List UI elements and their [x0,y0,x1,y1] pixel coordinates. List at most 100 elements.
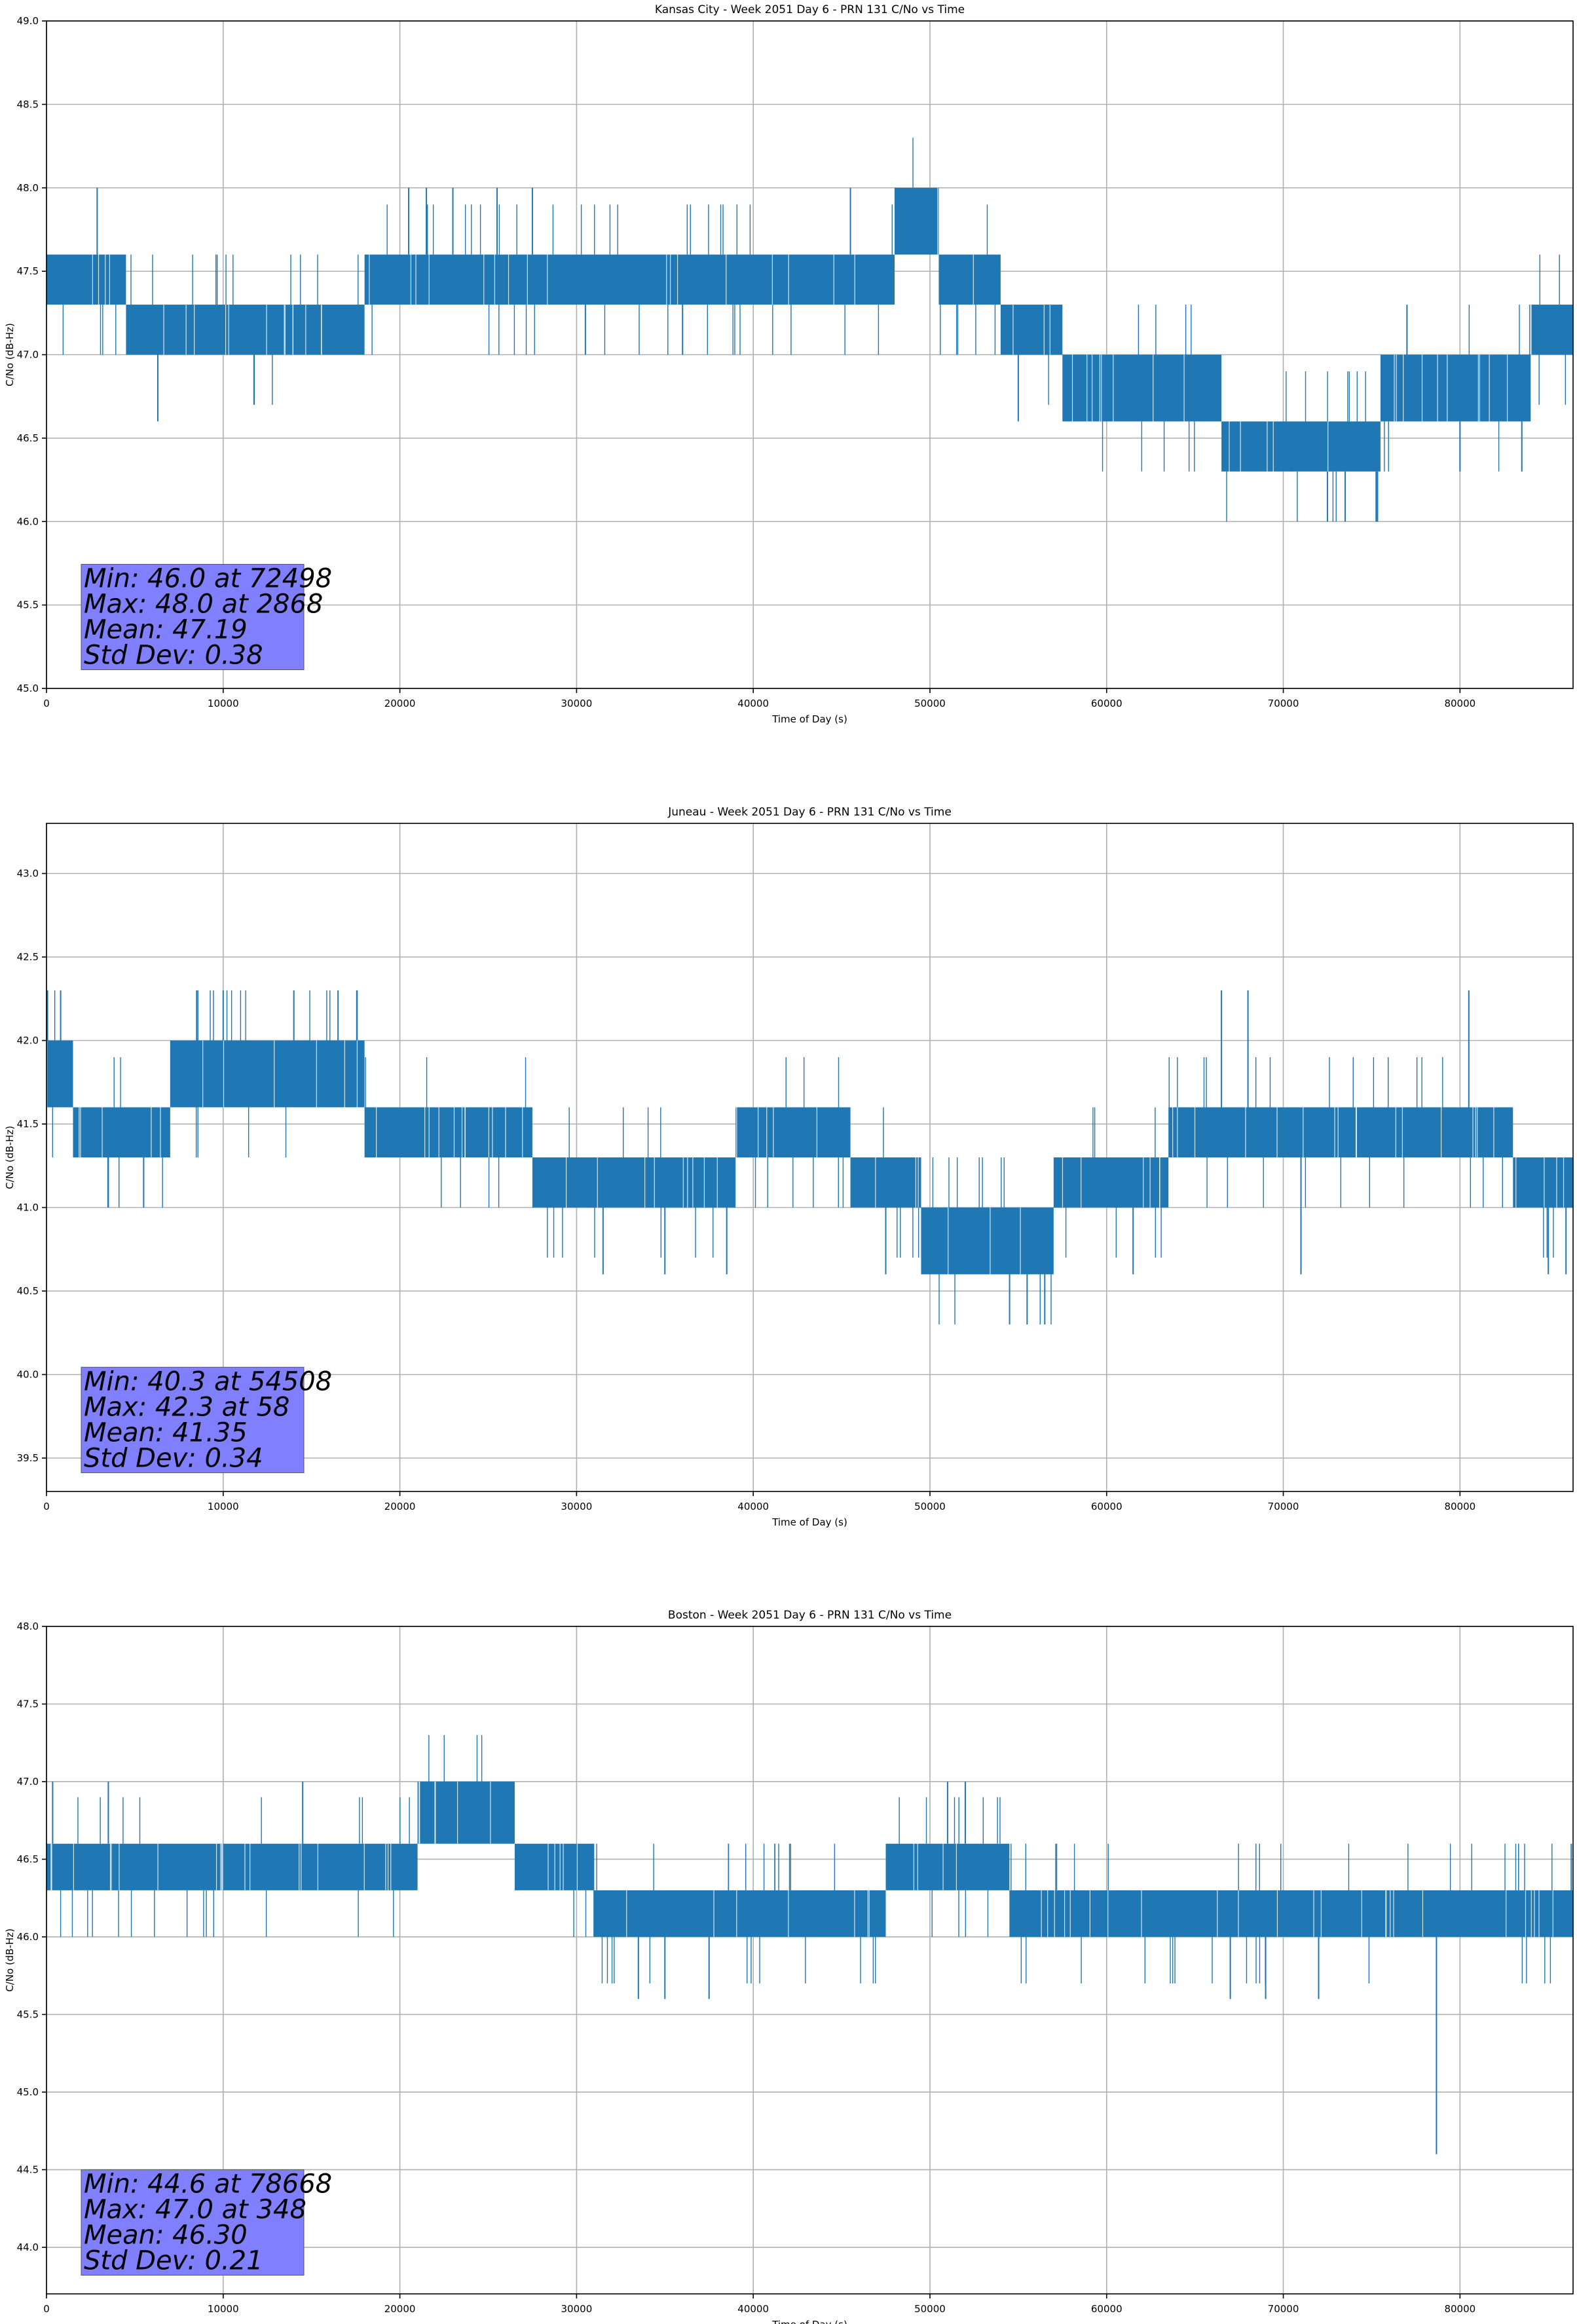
stats-box [81,563,305,670]
series-cno [46,138,1573,522]
y-tick-label: 40.5 [17,1285,39,1297]
x-tick-label: 70000 [1268,2303,1299,2315]
y-axis-label: C/No (dB-Hz) [4,1928,16,1992]
x-tick-label: 20000 [384,2303,416,2315]
series-band [46,254,126,305]
x-tick-label: 80000 [1444,2303,1475,2315]
y-tick-label: 44.5 [17,2164,39,2175]
y-tick-label: 41.5 [17,1118,39,1130]
y-tick-label: 48.0 [17,1621,39,1632]
chart-panel-1: 0 10000 20000 30000 40000 50000 60000 70000 8000… [4,3,1574,725]
y-tick-label: 49.0 [17,15,39,27]
stats-line: Mean: 47.19 [84,614,248,645]
series-band [170,1040,365,1108]
stats-line: Min: 46.0 at 72498 [84,563,332,593]
series-band [850,1157,921,1208]
y-tick-label: 48.0 [17,182,39,194]
x-tick-label: 20000 [384,698,416,709]
x-tick-label: 80000 [1444,698,1475,709]
y-tick-label: 46.0 [17,1931,39,1943]
y-tick-label: 47.5 [17,1698,39,1710]
y-tick-label: 46.5 [17,1853,39,1865]
x-tick-label: 30000 [561,1501,593,1512]
series-band [1168,1107,1513,1157]
series-band [46,1040,73,1108]
plot-frame [46,1626,1574,2295]
x-tick-label: 40000 [737,698,769,709]
stats-line: Max: 47.0 at 348 [84,2194,306,2224]
x-axis-label: Time of Day (s) [771,1516,847,1528]
x-tick-label: 70000 [1268,698,1299,709]
x-tick-label: 50000 [914,698,946,709]
y-axis-label: C/No (dB-Hz) [4,323,16,386]
y-tick-label: 39.5 [17,1452,39,1464]
series-band [1000,305,1063,355]
x-tick-label: 30000 [561,698,593,709]
y-axis-label: C/No (dB-Hz) [4,1126,16,1190]
x-tick-label: 80000 [1444,1501,1475,1512]
x-tick-label: 40000 [737,1501,769,1512]
series-band [895,187,939,255]
y-tick-label: 46.0 [17,515,39,527]
y-tick-label: 45.5 [17,2008,39,2020]
x-tick-label: 0 [43,698,50,709]
chart-title: Kansas City - Week 2051 Day 6 - PRN 131 … [655,3,965,16]
x-tick-label: 30000 [561,2303,593,2315]
x-tick-label: 40000 [737,2303,769,2315]
y-tick-label: 44.0 [17,2241,39,2253]
stats-line: Std Dev: 0.34 [84,1443,263,1473]
series-band [1380,354,1531,422]
series-band [1531,305,1573,355]
series-band [735,1107,851,1157]
y-tick-label: 41.0 [17,1202,39,1214]
stats-line: Mean: 46.30 [84,2220,248,2250]
stats-line: Max: 42.3 at 58 [84,1392,289,1422]
x-tick-label: 20000 [384,1501,416,1512]
series-band [938,254,1001,305]
chart-panel-3: 0 10000 20000 30000 40000 50000 60000 70000 8000… [4,1609,1574,2324]
stats-line: Max: 48.0 at 2868 [84,589,323,619]
y-tick-label: 45.0 [17,2086,39,2098]
stats-box [81,2169,305,2276]
x-tick-label: 50000 [914,1501,946,1512]
y-tick-label: 48.5 [17,98,39,110]
series-band [594,1890,886,1937]
series-band [73,1107,170,1157]
series-band [417,1781,515,1844]
x-tick-label: 60000 [1091,698,1122,709]
series-band [1062,354,1222,422]
y-tick-label: 45.0 [17,683,39,694]
series-cno [46,1734,1573,2154]
y-tick-label: 47.0 [17,1776,39,1788]
y-tick-label: 42.5 [17,951,39,963]
x-tick-label: 70000 [1268,1501,1299,1512]
stats-box [81,1366,305,1473]
x-tick-label: 10000 [208,2303,239,2315]
series-band [126,305,365,355]
y-tick-label: 45.5 [17,599,39,611]
series-band [364,1107,532,1157]
chart-panel-2: 0 10000 20000 30000 40000 50000 60000 70000 8000… [4,806,1574,1528]
x-tick-label: 0 [43,2303,50,2315]
series-band [46,1843,418,1890]
stats-line: Std Dev: 0.38 [84,640,263,670]
chart-title: Juneau - Week 2051 Day 6 - PRN 131 C/No … [667,806,952,819]
stats-line: Min: 44.6 at 78668 [84,2169,332,2199]
series-cno [46,990,1573,1324]
series-band [1053,1157,1169,1208]
x-axis-label: Time of Day (s) [771,713,847,725]
stats-line: Min: 40.3 at 54508 [84,1366,332,1396]
plot-frame [46,823,1574,1492]
stats-line: Mean: 41.35 [84,1417,248,1448]
chart-title: Boston - Week 2051 Day 6 - PRN 131 C/No … [668,1609,952,1622]
x-tick-label: 0 [43,1501,50,1512]
y-tick-label: 47.0 [17,349,39,361]
x-tick-label: 60000 [1091,2303,1122,2315]
series-band [885,1843,1010,1890]
stats-line: Std Dev: 0.21 [84,2245,263,2276]
y-tick-label: 47.5 [17,265,39,277]
series-band [1221,421,1381,472]
series-band [364,254,895,305]
x-tick-label: 10000 [208,698,239,709]
